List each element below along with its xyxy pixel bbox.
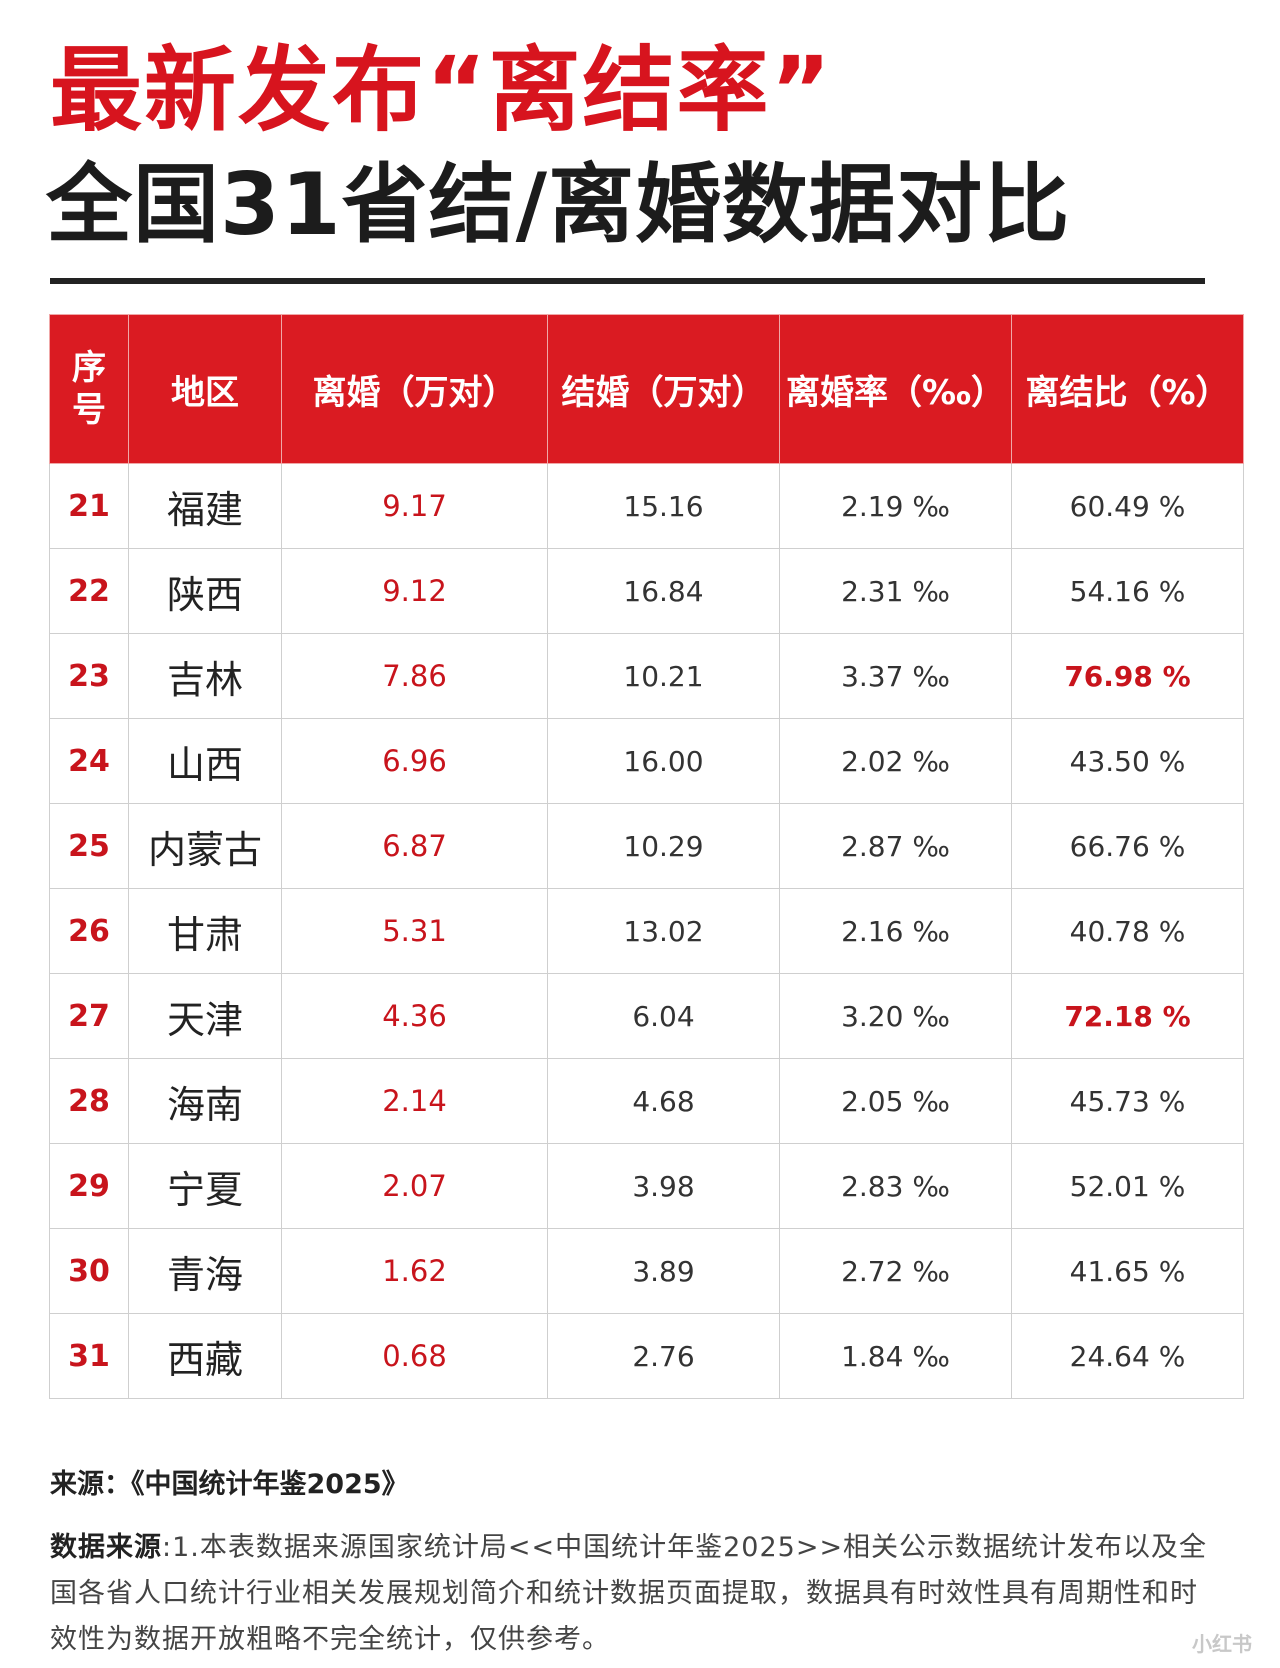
cell-seq: 29 (49, 1143, 129, 1229)
cell-divorce: 7.86 (281, 633, 548, 719)
table-row: 23 吉林 7.86 10.21 3.37 ‰ 76.98 % (49, 633, 1244, 719)
cell-marriage: 10.21 (547, 633, 780, 719)
cell-region: 陕西 (128, 548, 282, 634)
watermark: 小红书 (1192, 1632, 1252, 1656)
table-row: 21 福建 9.17 15.16 2.19 ‰ 60.49 % (49, 463, 1244, 549)
note-label: 数据来源 (50, 1532, 162, 1563)
table-row: 31 西藏 0.68 2.76 1.84 ‰ 24.64 % (49, 1313, 1244, 1399)
cell-marriage: 16.84 (547, 548, 780, 634)
cell-ratio: 60.49 % (1011, 463, 1244, 549)
table-row: 30 青海 1.62 3.89 2.72 ‰ 41.65 % (49, 1228, 1244, 1314)
data-table: 序号 地区 离婚（万对） 结婚（万对） 离婚率（‰） 离结比（%） 21 福建 9.… (49, 314, 1244, 1399)
cell-ratio: 24.64 % (1011, 1313, 1244, 1399)
header-divorce-rate: 离婚率（‰） (779, 314, 1012, 464)
cell-divorce-rate: 3.37 ‰ (779, 633, 1012, 719)
cell-ratio: 54.16 % (1011, 548, 1244, 634)
cell-divorce: 4.36 (281, 973, 548, 1059)
table-row: 27 天津 4.36 6.04 3.20 ‰ 72.18 % (49, 973, 1244, 1059)
cell-region: 福建 (128, 463, 282, 549)
cell-seq: 27 (49, 973, 129, 1059)
note-text: :1.本表数据来源国家统计局<<中国统计年鉴2025>>相关公示数据统计发布以及… (50, 1532, 1208, 1655)
cell-region: 甘肃 (128, 888, 282, 974)
cell-seq: 23 (49, 633, 129, 719)
cell-marriage: 6.04 (547, 973, 780, 1059)
cell-marriage: 3.98 (547, 1143, 780, 1229)
cell-ratio: 43.50 % (1011, 718, 1244, 804)
cell-ratio: 41.65 % (1011, 1228, 1244, 1314)
cell-seq: 22 (49, 548, 129, 634)
table-row: 24 山西 6.96 16.00 2.02 ‰ 43.50 % (49, 718, 1244, 804)
cell-region: 天津 (128, 973, 282, 1059)
cell-marriage: 4.68 (547, 1058, 780, 1144)
table-row: 26 甘肃 5.31 13.02 2.16 ‰ 40.78 % (49, 888, 1244, 974)
cell-region: 内蒙古 (128, 803, 282, 889)
cell-marriage: 13.02 (547, 888, 780, 974)
cell-ratio: 52.01 % (1011, 1143, 1244, 1229)
cell-seq: 28 (49, 1058, 129, 1144)
cell-region: 吉林 (128, 633, 282, 719)
cell-divorce: 5.31 (281, 888, 548, 974)
cell-divorce-rate: 2.19 ‰ (779, 463, 1012, 549)
cell-marriage: 2.76 (547, 1313, 780, 1399)
table-header-row: 序号 地区 离婚（万对） 结婚（万对） 离婚率（‰） 离结比（%） (49, 314, 1244, 464)
cell-seq: 24 (49, 718, 129, 804)
cell-divorce-rate: 2.72 ‰ (779, 1228, 1012, 1314)
cell-divorce-rate: 1.84 ‰ (779, 1313, 1012, 1399)
cell-divorce-rate: 2.05 ‰ (779, 1058, 1012, 1144)
cell-region: 宁夏 (128, 1143, 282, 1229)
cell-divorce: 6.87 (281, 803, 548, 889)
cell-region: 海南 (128, 1058, 282, 1144)
cell-divorce: 1.62 (281, 1228, 548, 1314)
cell-ratio: 66.76 % (1011, 803, 1244, 889)
cell-divorce-rate: 2.83 ‰ (779, 1143, 1012, 1229)
header-region: 地区 (128, 314, 282, 464)
cell-divorce: 9.17 (281, 463, 548, 549)
cell-divorce-rate: 2.31 ‰ (779, 548, 1012, 634)
cell-divorce: 9.12 (281, 548, 548, 634)
cell-ratio: 45.73 % (1011, 1058, 1244, 1144)
cell-seq: 25 (49, 803, 129, 889)
cell-region: 山西 (128, 718, 282, 804)
cell-seq: 26 (49, 888, 129, 974)
cell-divorce-rate: 2.16 ‰ (779, 888, 1012, 974)
source-line: 来源：《中国统计年鉴2025》 (50, 1469, 409, 1500)
cell-divorce: 0.68 (281, 1313, 548, 1399)
cell-region: 青海 (128, 1228, 282, 1314)
table-row: 22 陕西 9.12 16.84 2.31 ‰ 54.16 % (49, 548, 1244, 634)
cell-marriage: 3.89 (547, 1228, 780, 1314)
cell-seq: 31 (49, 1313, 129, 1399)
header-seq: 序号 (49, 314, 129, 464)
title-divider (50, 278, 1205, 284)
cell-divorce-rate: 2.02 ‰ (779, 718, 1012, 804)
header-marriage: 结婚（万对） (547, 314, 780, 464)
page-subtitle: 全国31省结/离婚数据对比 (46, 155, 1071, 255)
data-source-note: 数据来源:1.本表数据来源国家统计局<<中国统计年鉴2025>>相关公示数据统计… (50, 1525, 1210, 1663)
cell-ratio: 40.78 % (1011, 888, 1244, 974)
cell-marriage: 15.16 (547, 463, 780, 549)
cell-seq: 30 (49, 1228, 129, 1314)
cell-divorce: 6.96 (281, 718, 548, 804)
cell-divorce: 2.07 (281, 1143, 548, 1229)
cell-divorce-rate: 2.87 ‰ (779, 803, 1012, 889)
cell-divorce: 2.14 (281, 1058, 548, 1144)
header-divorce: 离婚（万对） (281, 314, 548, 464)
table-row: 29 宁夏 2.07 3.98 2.83 ‰ 52.01 % (49, 1143, 1244, 1229)
cell-ratio: 76.98 % (1011, 633, 1244, 719)
cell-region: 西藏 (128, 1313, 282, 1399)
table-row: 28 海南 2.14 4.68 2.05 ‰ 45.73 % (49, 1058, 1244, 1144)
cell-marriage: 10.29 (547, 803, 780, 889)
cell-marriage: 16.00 (547, 718, 780, 804)
cell-ratio: 72.18 % (1011, 973, 1244, 1059)
cell-divorce-rate: 3.20 ‰ (779, 973, 1012, 1059)
table-row: 25 内蒙古 6.87 10.29 2.87 ‰ 66.76 % (49, 803, 1244, 889)
header-ratio: 离结比（%） (1011, 314, 1244, 464)
page-title: 最新发布“离结率” (50, 37, 833, 144)
cell-seq: 21 (49, 463, 129, 549)
